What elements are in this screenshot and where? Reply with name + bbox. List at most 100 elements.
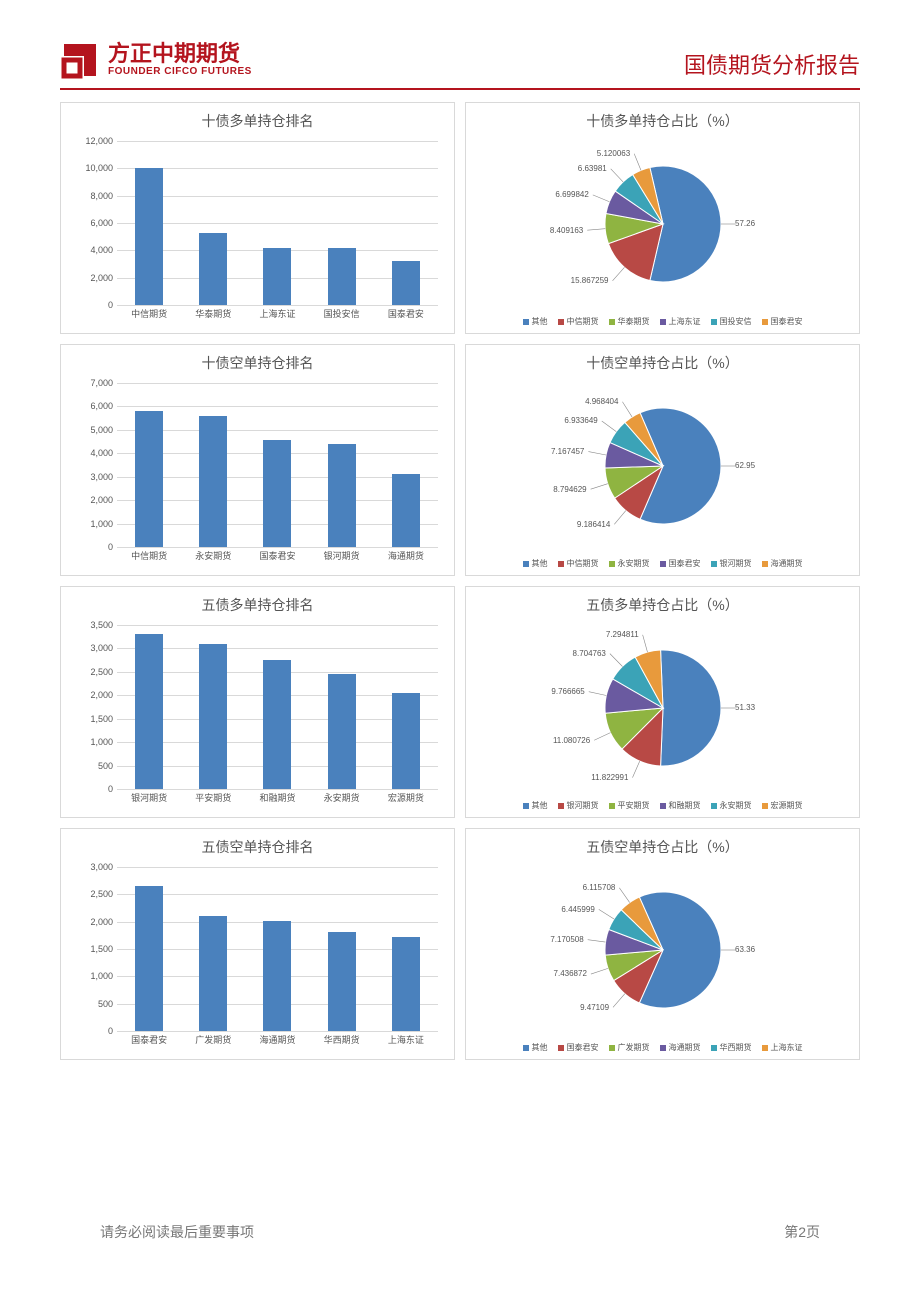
pie-chart-panel: 十债多单持仓占比（%）57.2615.8672598.4091636.69984… bbox=[465, 102, 860, 334]
legend-swatch bbox=[523, 1045, 529, 1051]
bar-chart-panel: 五债空单持仓排名05001,0001,5002,0002,5003,000国泰君… bbox=[60, 828, 455, 1060]
chart-title: 十债多单持仓排名 bbox=[71, 111, 444, 131]
chart-title: 五债多单持仓占比（%） bbox=[476, 595, 849, 615]
y-tick-label: 10,000 bbox=[71, 163, 113, 173]
legend-swatch bbox=[660, 561, 666, 567]
bar-chart: 05001,0001,5002,0002,5003,000国泰君安广发期货海通期… bbox=[71, 863, 444, 1053]
legend-swatch bbox=[523, 561, 529, 567]
bar bbox=[328, 248, 356, 305]
legend-swatch bbox=[762, 1045, 768, 1051]
report-title: 国债期货分析报告 bbox=[684, 48, 860, 80]
pie-chart-panel: 十债空单持仓占比（%）62.959.1864148.7946297.167457… bbox=[465, 344, 860, 576]
y-tick-label: 2,000 bbox=[71, 917, 113, 927]
pie-data-label: 7.170508 bbox=[550, 935, 583, 944]
pie-chart-panel: 五债空单持仓占比（%）63.369.471097.4368727.1705086… bbox=[465, 828, 860, 1060]
pie-data-label: 7.436872 bbox=[554, 969, 587, 978]
legend-label: 宏源期货 bbox=[771, 800, 803, 811]
legend-swatch bbox=[609, 319, 615, 325]
legend-swatch bbox=[558, 1045, 564, 1051]
pie-legend: 其他银河期货平安期货和融期货永安期货宏源期货 bbox=[476, 800, 849, 811]
x-tick-label: 永安期货 bbox=[317, 791, 367, 811]
legend-label: 永安期货 bbox=[720, 800, 752, 811]
y-tick-label: 3,000 bbox=[71, 862, 113, 872]
y-tick-label: 2,000 bbox=[71, 690, 113, 700]
y-tick-label: 0 bbox=[71, 1026, 113, 1036]
legend-item: 其他 bbox=[523, 1042, 548, 1053]
legend-swatch bbox=[558, 319, 564, 325]
legend-item: 中信期货 bbox=[558, 316, 599, 327]
pie-legend: 其他中信期货华泰期货上海东证国投安信国泰君安 bbox=[476, 316, 849, 327]
y-tick-label: 4,000 bbox=[71, 245, 113, 255]
legend-swatch bbox=[609, 803, 615, 809]
bar bbox=[263, 440, 291, 547]
logo-text: 方正中期期货 FOUNDER CIFCO FUTURES bbox=[108, 43, 252, 78]
x-tick-label: 宏源期货 bbox=[381, 791, 431, 811]
chart-title: 五债多单持仓排名 bbox=[71, 595, 444, 615]
y-tick-label: 1,000 bbox=[71, 737, 113, 747]
brand-logo: 方正中期期货 FOUNDER CIFCO FUTURES bbox=[60, 40, 252, 80]
legend-swatch bbox=[711, 1045, 717, 1051]
legend-swatch bbox=[711, 319, 717, 325]
y-tick-label: 0 bbox=[71, 300, 113, 310]
bar bbox=[263, 248, 291, 305]
bar bbox=[328, 444, 356, 547]
x-tick-label: 中信期货 bbox=[124, 307, 174, 327]
pie-data-label: 8.704763 bbox=[573, 649, 606, 658]
legend-item: 华泰期货 bbox=[609, 316, 650, 327]
legend-label: 广发期货 bbox=[618, 1042, 650, 1053]
pie-data-label: 9.186414 bbox=[577, 520, 610, 529]
legend-label: 平安期货 bbox=[618, 800, 650, 811]
y-tick-label: 1,500 bbox=[71, 944, 113, 954]
bar bbox=[135, 168, 163, 305]
x-tick-label: 海通期货 bbox=[381, 549, 431, 569]
pie-data-label: 11.822991 bbox=[591, 773, 628, 782]
pie-chart: 63.369.471097.4368727.1705086.4459996.11… bbox=[476, 863, 849, 1053]
y-tick-label: 0 bbox=[71, 784, 113, 794]
pie-chart: 57.2615.8672598.4091636.6998426.639815.1… bbox=[476, 137, 849, 327]
x-tick-label: 永安期货 bbox=[188, 549, 238, 569]
bar bbox=[199, 233, 227, 305]
pie-data-label: 6.699842 bbox=[555, 190, 588, 199]
y-tick-label: 2,000 bbox=[71, 273, 113, 283]
bar bbox=[392, 937, 420, 1031]
bar bbox=[392, 261, 420, 305]
pie-data-label: 51.33 bbox=[735, 703, 755, 712]
bar bbox=[135, 634, 163, 789]
x-tick-label: 平安期货 bbox=[188, 791, 238, 811]
pie-data-label: 11.080726 bbox=[553, 736, 590, 745]
bar bbox=[328, 674, 356, 789]
y-tick-label: 3,500 bbox=[71, 620, 113, 630]
page-number: 第2页 bbox=[784, 1222, 820, 1242]
legend-item: 银河期货 bbox=[711, 558, 752, 569]
legend-label: 其他 bbox=[532, 316, 548, 327]
x-tick-label: 国投安信 bbox=[317, 307, 367, 327]
x-tick-label: 华西期货 bbox=[317, 1033, 367, 1053]
pie-slice bbox=[660, 650, 720, 766]
legend-label: 其他 bbox=[532, 1042, 548, 1053]
bar-chart-panel: 五债多单持仓排名05001,0001,5002,0002,5003,0003,5… bbox=[60, 586, 455, 818]
chart-title: 五债空单持仓排名 bbox=[71, 837, 444, 857]
chart-title: 十债空单持仓占比（%） bbox=[476, 353, 849, 373]
y-tick-label: 0 bbox=[71, 542, 113, 552]
legend-label: 国泰君安 bbox=[567, 1042, 599, 1053]
bar-chart-panel: 十债空单持仓排名01,0002,0003,0004,0005,0006,0007… bbox=[60, 344, 455, 576]
x-tick-label: 和融期货 bbox=[252, 791, 302, 811]
legend-item: 海通期货 bbox=[762, 558, 803, 569]
legend-label: 华西期货 bbox=[720, 1042, 752, 1053]
bar bbox=[328, 932, 356, 1031]
legend-label: 华泰期货 bbox=[618, 316, 650, 327]
legend-label: 国泰君安 bbox=[669, 558, 701, 569]
legend-item: 和融期货 bbox=[660, 800, 701, 811]
bar bbox=[263, 660, 291, 789]
x-tick-label: 海通期货 bbox=[252, 1033, 302, 1053]
legend-item: 平安期货 bbox=[609, 800, 650, 811]
legend-swatch bbox=[523, 319, 529, 325]
legend-label: 中信期货 bbox=[567, 558, 599, 569]
legend-swatch bbox=[609, 1045, 615, 1051]
pie-data-label: 5.120063 bbox=[597, 149, 630, 158]
bar bbox=[199, 644, 227, 789]
legend-item: 国泰君安 bbox=[660, 558, 701, 569]
legend-item: 其他 bbox=[523, 800, 548, 811]
pie-chart: 51.3311.82299111.0807269.7666658.7047637… bbox=[476, 621, 849, 811]
page-footer: 请务必阅读最后重要事项 第2页 bbox=[100, 1222, 820, 1242]
